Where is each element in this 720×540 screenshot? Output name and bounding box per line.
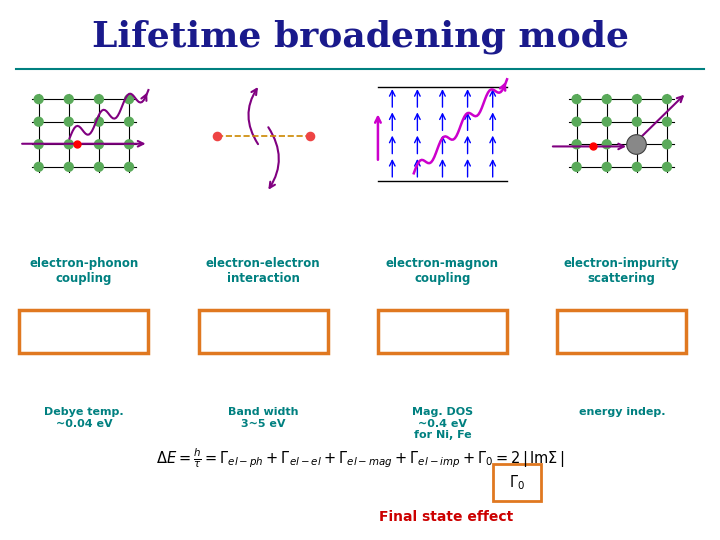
FancyBboxPatch shape [557,310,686,353]
Point [661,117,672,126]
Text: energy indep.: energy indep. [579,407,665,417]
Text: $\Delta E = \frac{h}{\tau} = \Gamma_{el-ph} + \Gamma_{el-el} + \Gamma_{el-mag} +: $\Delta E = \frac{h}{\tau} = \Gamma_{el-… [156,446,564,470]
Point [33,163,45,171]
Text: Lifetime broadening mode: Lifetime broadening mode [91,19,629,53]
Point [661,95,672,104]
Point [661,140,672,149]
Point [63,95,75,104]
Point [123,117,135,126]
Point [601,163,613,171]
Point [571,95,582,104]
Point [588,142,599,151]
Point [661,163,672,171]
Point [33,117,45,126]
Point [631,117,643,126]
Point [211,131,222,140]
Point [63,163,75,171]
FancyBboxPatch shape [199,310,328,353]
Text: $\Gamma_0$: $\Gamma_0$ [509,474,525,492]
Point [571,117,582,126]
FancyBboxPatch shape [378,310,507,353]
Point [571,140,582,149]
Point [123,140,135,149]
Point [631,139,642,148]
Point [93,140,104,149]
Point [63,117,75,126]
Point [631,95,643,104]
Point [93,117,104,126]
Text: Debye temp.
~0.04 eV: Debye temp. ~0.04 eV [44,407,124,429]
Point [63,140,75,149]
Point [33,140,45,149]
Point [71,139,83,148]
Text: electron-electron
interaction: electron-electron interaction [206,256,320,285]
FancyBboxPatch shape [19,310,148,353]
Point [571,163,582,171]
Point [631,140,643,149]
Point [93,163,104,171]
FancyBboxPatch shape [492,464,541,501]
Text: electron-impurity
scattering: electron-impurity scattering [564,256,680,285]
Point [93,95,104,104]
Point [123,163,135,171]
Point [601,140,613,149]
Point [33,95,45,104]
Text: electron-magnon
coupling: electron-magnon coupling [386,256,499,285]
Point [123,95,135,104]
Text: Band width
3~5 eV: Band width 3~5 eV [228,407,298,429]
Point [601,117,613,126]
Point [304,131,315,140]
Text: Mag. DOS
~0.4 eV
for Ni, Fe: Mag. DOS ~0.4 eV for Ni, Fe [412,407,473,440]
Point [601,95,613,104]
Point [631,163,643,171]
Text: electron-phonon
coupling: electron-phonon coupling [30,256,138,285]
Text: Final state effect: Final state effect [379,510,513,524]
